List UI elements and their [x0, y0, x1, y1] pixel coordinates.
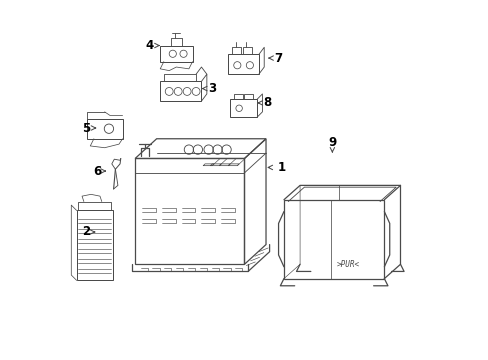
Text: 7: 7 [274, 51, 282, 64]
Text: 1: 1 [278, 161, 285, 174]
Text: 5: 5 [81, 122, 90, 135]
Text: 2: 2 [82, 225, 90, 238]
Text: 3: 3 [208, 82, 216, 95]
Text: >PUR<: >PUR< [336, 260, 359, 269]
Text: 8: 8 [263, 96, 271, 109]
Text: 6: 6 [93, 165, 102, 177]
Text: 9: 9 [327, 136, 336, 149]
Text: 4: 4 [145, 39, 153, 52]
